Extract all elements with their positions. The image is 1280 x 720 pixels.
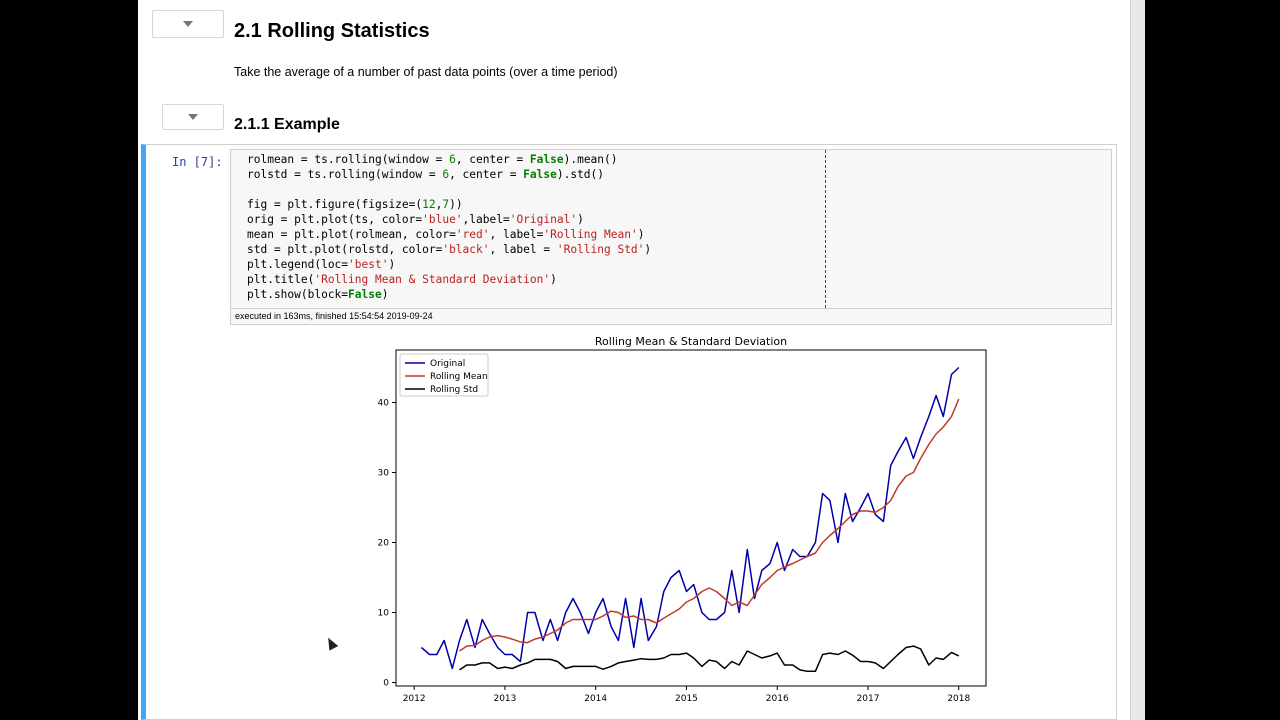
code-line: mean = plt.plot(rolmean, color='red', la…	[247, 227, 651, 242]
section-description: Take the average of a number of past dat…	[234, 65, 618, 79]
code-token: 'black'	[442, 243, 490, 256]
notebook-page: 2.1 Rolling Statistics Take the average …	[138, 0, 1130, 720]
code-line: plt.title('Rolling Mean & Standard Devia…	[247, 272, 651, 287]
code-token: 12	[422, 198, 436, 211]
subsection-heading: 2.1.1 Example	[234, 116, 340, 133]
y-tick-label: 10	[378, 609, 390, 619]
code-token: fig = plt.figure(figsize=(	[247, 198, 423, 211]
chart-title: Rolling Mean & Standard Deviation	[595, 335, 787, 348]
code-token: 6	[449, 153, 456, 166]
chevron-down-icon	[183, 21, 193, 27]
code-token: )	[644, 243, 652, 256]
code-line: plt.show(block=False)	[247, 287, 651, 302]
y-tick-label: 30	[378, 469, 390, 479]
y-tick-label: 40	[378, 399, 390, 409]
code-token: )	[577, 213, 584, 226]
x-tick-label: 2014	[584, 694, 607, 704]
code-line: orig = plt.plot(ts, color='blue',label='…	[247, 212, 651, 227]
legend-entry: Original	[430, 359, 465, 369]
code-token: )	[550, 273, 557, 286]
y-tick-label: 20	[378, 539, 390, 549]
code-token: False	[523, 168, 557, 181]
x-tick-label: 2012	[403, 694, 426, 704]
vertical-scrollbar[interactable]	[1130, 0, 1145, 720]
series-line-rolling-std	[459, 645, 960, 673]
x-tick-label: 2018	[947, 694, 970, 704]
legend-box	[399, 353, 489, 397]
legend-entry: Rolling Std	[430, 385, 478, 395]
line-length-ruler	[825, 150, 826, 308]
code-token: , label=	[489, 228, 544, 241]
collapse-toggle-subsection[interactable]	[162, 104, 224, 130]
code-token: 'Original'	[509, 213, 578, 226]
code-line: std = plt.plot(rolstd, color='black', la…	[247, 242, 651, 257]
code-token: , center =	[449, 168, 524, 181]
y-tick-label: 0	[383, 679, 389, 689]
code-token: 'blue'	[422, 213, 463, 226]
code-token: 'Rolling Mean'	[543, 228, 638, 241]
code-token: 7	[442, 198, 450, 211]
code-line: fig = plt.figure(figsize=(12,7))	[247, 197, 651, 212]
x-tick-label: 2016	[766, 694, 789, 704]
code-line	[247, 182, 651, 197]
code-token: plt.show(block=	[247, 288, 349, 301]
legend-entry: Rolling Mean	[430, 372, 488, 382]
cell-prompt: In [7]:	[172, 155, 223, 169]
code-token: , label =	[489, 243, 557, 256]
code-token: False	[529, 153, 564, 166]
x-tick-label: 2013	[493, 694, 516, 704]
plot-area	[395, 349, 987, 687]
x-tick-label: 2015	[675, 694, 698, 704]
code-token: False	[348, 288, 382, 301]
code-token: )	[381, 288, 389, 301]
code-text[interactable]: rolmean = ts.rolling(window = 6, center …	[247, 152, 651, 302]
code-token: rolmean = ts.rolling(window =	[247, 153, 450, 166]
code-token: plt.legend(loc=	[247, 258, 349, 271]
code-editor[interactable]: rolmean = ts.rolling(window = 6, center …	[230, 149, 1112, 309]
code-token: orig = plt.plot(ts, color=	[247, 213, 423, 226]
code-token: mean = plt.plot(rolmean, color=	[247, 228, 456, 241]
code-token: 'best'	[348, 258, 389, 271]
code-token: 6	[442, 168, 450, 181]
code-line: rolmean = ts.rolling(window = 6, center …	[247, 152, 651, 167]
code-line: plt.legend(loc='best')	[247, 257, 651, 272]
x-tick-label: 2017	[857, 694, 880, 704]
series-line-original	[420, 366, 960, 670]
code-token: ).std()	[556, 168, 605, 181]
series-line-rolling-mean	[459, 398, 960, 652]
code-token: rolstd = ts.rolling(window =	[247, 168, 443, 181]
code-token: plt.title(	[247, 273, 315, 286]
collapse-toggle-section[interactable]	[152, 10, 224, 38]
code-token: std = plt.plot(rolstd, color=	[247, 243, 443, 256]
execution-info: executed in 163ms, finished 15:54:54 201…	[230, 309, 1112, 325]
code-token: 'Rolling Std'	[556, 243, 645, 256]
code-token: ,	[435, 198, 443, 211]
code-token: 'red'	[455, 228, 490, 241]
code-token: , center =	[455, 153, 530, 166]
chevron-down-icon	[188, 114, 198, 120]
section-heading: 2.1 Rolling Statistics	[234, 20, 430, 42]
code-token: ).mean()	[563, 153, 618, 166]
code-token: )	[637, 228, 645, 241]
code-token: )	[388, 258, 396, 271]
code-token: 'Rolling Mean & Standard Deviation'	[314, 273, 551, 286]
code-token: ))	[449, 198, 463, 211]
code-line: rolstd = ts.rolling(window = 6, center =…	[247, 167, 651, 182]
code-token: ,label=	[462, 213, 510, 226]
